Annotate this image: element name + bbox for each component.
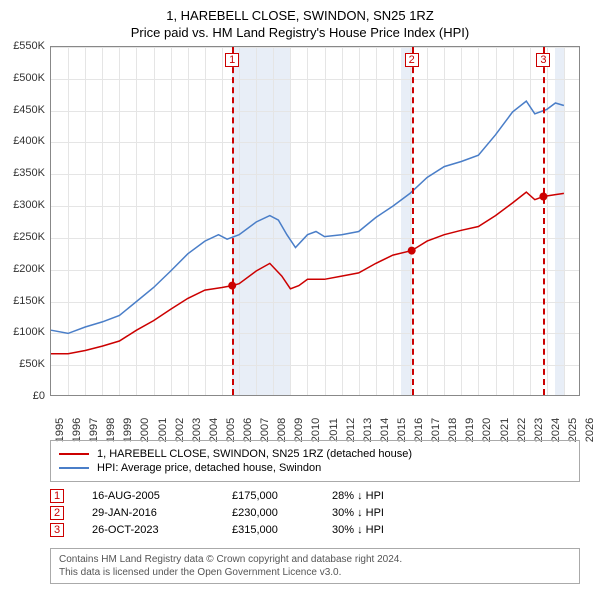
footer-line-2: This data is licensed under the Open Gov…	[59, 566, 571, 579]
y-axis-tick-label: £450K	[5, 104, 45, 116]
event-marker-2: 2	[50, 506, 64, 520]
series-line-hpi	[51, 101, 564, 333]
x-axis-tick-label: 2005	[225, 418, 237, 442]
title-line-2: Price paid vs. HM Land Registry's House …	[0, 25, 600, 42]
y-axis-tick-label: £500K	[5, 72, 45, 84]
x-axis-tick-label: 2013	[362, 418, 374, 442]
x-axis-tick-label: 2006	[242, 418, 254, 442]
legend-swatch-hpi	[59, 467, 89, 469]
chart-plot-area: 1 2 3	[50, 46, 580, 396]
y-axis-tick-label: £50K	[5, 358, 45, 370]
event-date-1: 16-AUG-2005	[92, 490, 232, 502]
x-axis-tick-label: 2018	[447, 418, 459, 442]
event-marker-3: 3	[50, 523, 64, 537]
x-axis-tick-label: 2004	[208, 418, 220, 442]
x-axis-tick-label: 2009	[293, 418, 305, 442]
x-axis-tick-label: 2015	[396, 418, 408, 442]
x-axis-tick-label: 2026	[584, 418, 596, 442]
y-axis-tick-label: £100K	[5, 326, 45, 338]
event-delta-3: 30% ↓ HPI	[332, 524, 442, 536]
x-axis-tick-label: 2023	[533, 418, 545, 442]
x-axis-tick-label: 2000	[139, 418, 151, 442]
event-marker-1: 1	[50, 489, 64, 503]
legend: 1, HAREBELL CLOSE, SWINDON, SN25 1RZ (de…	[50, 440, 580, 482]
x-axis-tick-label: 1995	[54, 418, 66, 442]
x-axis-tick-label: 1999	[122, 418, 134, 442]
event-row-2: 2 29-JAN-2016 £230,000 30% ↓ HPI	[50, 506, 580, 520]
footer-attribution: Contains HM Land Registry data © Crown c…	[50, 548, 580, 584]
x-axis-tick-label: 2022	[516, 418, 528, 442]
legend-item-hpi: HPI: Average price, detached house, Swin…	[59, 462, 571, 474]
x-axis-tick-label: 1996	[71, 418, 83, 442]
series-line-price_paid	[51, 192, 564, 354]
event-date-3: 26-OCT-2023	[92, 524, 232, 536]
title-line-1: 1, HAREBELL CLOSE, SWINDON, SN25 1RZ	[0, 8, 600, 25]
legend-label-hpi: HPI: Average price, detached house, Swin…	[97, 462, 321, 474]
event-row-3: 3 26-OCT-2023 £315,000 30% ↓ HPI	[50, 523, 580, 537]
event-price-1: £175,000	[232, 490, 332, 502]
x-axis-tick-label: 1998	[105, 418, 117, 442]
y-axis-tick-label: £150K	[5, 295, 45, 307]
chart-marker-1: 1	[225, 53, 239, 67]
footer-line-1: Contains HM Land Registry data © Crown c…	[59, 553, 571, 566]
y-axis-tick-label: £300K	[5, 199, 45, 211]
x-axis-tick-label: 2003	[191, 418, 203, 442]
x-axis-tick-label: 2011	[328, 418, 340, 442]
event-delta-1: 28% ↓ HPI	[332, 490, 442, 502]
chart-marker-2: 2	[405, 53, 419, 67]
event-price-3: £315,000	[232, 524, 332, 536]
event-price-2: £230,000	[232, 507, 332, 519]
x-axis-tick-label: 2007	[259, 418, 271, 442]
x-axis-tick-label: 2016	[413, 418, 425, 442]
chart-title: 1, HAREBELL CLOSE, SWINDON, SN25 1RZ Pri…	[0, 0, 600, 42]
event-list: 1 16-AUG-2005 £175,000 28% ↓ HPI 2 29-JA…	[50, 486, 580, 540]
y-axis-tick-label: £550K	[5, 40, 45, 52]
x-axis-tick-label: 2008	[276, 418, 288, 442]
x-axis-tick-label: 1997	[88, 418, 100, 442]
legend-swatch-price-paid	[59, 453, 89, 455]
x-axis-tick-label: 2012	[345, 418, 357, 442]
y-axis-tick-label: £400K	[5, 135, 45, 147]
chart-svg	[51, 47, 579, 395]
x-axis-tick-label: 2014	[379, 418, 391, 442]
x-axis-tick-label: 2001	[157, 418, 169, 442]
event-row-1: 1 16-AUG-2005 £175,000 28% ↓ HPI	[50, 489, 580, 503]
event-delta-2: 30% ↓ HPI	[332, 507, 442, 519]
legend-label-price-paid: 1, HAREBELL CLOSE, SWINDON, SN25 1RZ (de…	[97, 448, 412, 460]
x-axis-tick-label: 2021	[499, 418, 511, 442]
x-axis-tick-label: 2024	[550, 418, 562, 442]
x-axis-tick-label: 2025	[567, 418, 579, 442]
x-axis-tick-label: 2010	[310, 418, 322, 442]
y-axis-tick-label: £0	[5, 390, 45, 402]
y-axis-tick-label: £250K	[5, 231, 45, 243]
legend-item-price-paid: 1, HAREBELL CLOSE, SWINDON, SN25 1RZ (de…	[59, 448, 571, 460]
x-axis-tick-label: 2020	[481, 418, 493, 442]
y-axis-tick-label: £200K	[5, 263, 45, 275]
y-axis-tick-label: £350K	[5, 167, 45, 179]
x-axis-tick-label: 2002	[174, 418, 186, 442]
chart-marker-3: 3	[536, 53, 550, 67]
x-axis-tick-label: 2017	[430, 418, 442, 442]
x-axis-tick-label: 2019	[464, 418, 476, 442]
chart-container: 1, HAREBELL CLOSE, SWINDON, SN25 1RZ Pri…	[0, 0, 600, 590]
event-date-2: 29-JAN-2016	[92, 507, 232, 519]
